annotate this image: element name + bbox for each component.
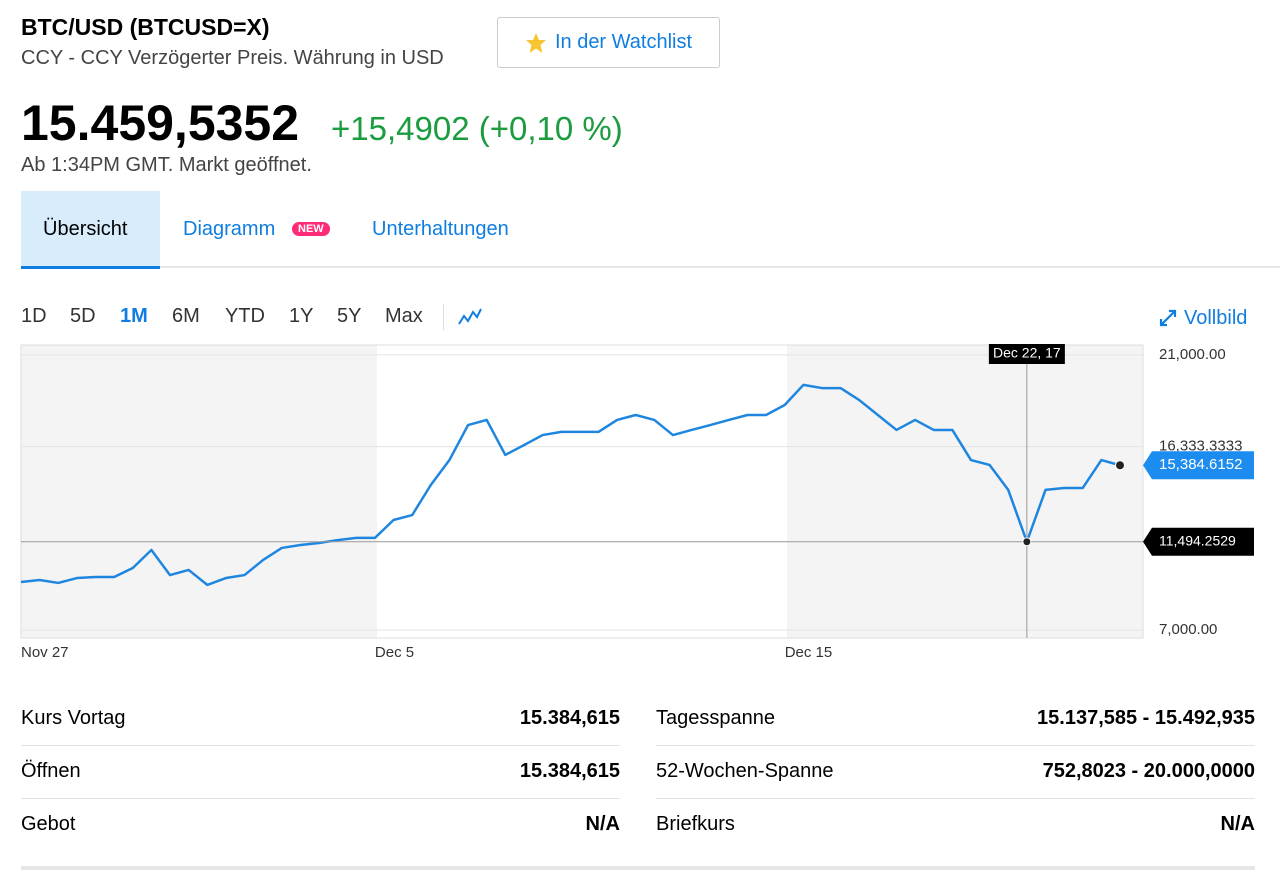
range-button[interactable]: 1D — [21, 305, 47, 327]
chart: 7,000.00 16,333.3333 21,000.00 Nov 27 Dec 5 D… — [20, 344, 1254, 661]
range-button[interactable]: 6M — [172, 305, 200, 327]
stat-label: 52-Wochen-Spanne — [656, 760, 834, 782]
stat-value: 752,8023 - 20.000,0000 — [1042, 760, 1255, 782]
stat-row: Tagesspanne 15.137,585 - 15.492,935 — [656, 692, 1255, 746]
market-status: Ab 1:34PM GMT. Markt geöffnet. — [21, 154, 312, 176]
chart-type-icon[interactable] — [457, 306, 483, 328]
y-tick-label: 16,333.3333 — [1159, 438, 1242, 455]
watchlist-button[interactable]: In der Watchlist — [497, 17, 720, 68]
stat-label: Briefkurs — [656, 813, 735, 835]
range-button[interactable]: 5D — [70, 305, 96, 327]
stat-value: 15.384,615 — [519, 760, 620, 782]
watchlist-label: In der Watchlist — [554, 31, 693, 53]
tab[interactable]: Diagramm — [183, 218, 276, 240]
fullscreen-icon — [1159, 309, 1177, 327]
crosshair-label: Dec 22, 17 — [993, 345, 1061, 361]
stat-label: Kurs Vortag — [21, 707, 126, 729]
tab[interactable]: Unterhaltungen — [372, 218, 509, 240]
bottom-rule — [21, 866, 1255, 870]
last-dot — [1115, 460, 1125, 471]
stat-row: Öffnen 15.384,615 — [21, 745, 620, 799]
x-tick-label: Nov 27 — [21, 644, 69, 661]
divider — [443, 304, 444, 330]
stat-value: N/A — [1220, 813, 1255, 835]
price-change: +15,4902 (+0,10 %) — [331, 110, 623, 147]
stat-value: 15.384,615 — [519, 707, 620, 729]
new-badge: NEW — [292, 222, 330, 236]
stat-value: 15.137,585 - 15.492,935 — [1037, 707, 1255, 729]
range-button[interactable]: 5Y — [337, 305, 362, 327]
range-button[interactable]: Max — [385, 305, 423, 327]
tab-rule — [21, 266, 1280, 268]
plot-frame — [20, 344, 1144, 639]
stat-row: Kurs Vortag 15.384,615 — [21, 692, 620, 746]
stat-label: Öffnen — [21, 760, 81, 782]
crosshair-dot — [1022, 537, 1032, 547]
range-button[interactable]: 1Y — [289, 305, 314, 327]
stat-label: Tagesspanne — [656, 707, 775, 729]
price: 15.459,5352 — [21, 95, 300, 151]
tab-active[interactable] — [21, 191, 160, 269]
subtitle: CCY - CCY Verzögerter Preis. Währung in … — [21, 47, 444, 69]
stat-label: Gebot — [21, 813, 76, 835]
stat-row: 52-Wochen-Spanne 752,8023 - 20.000,0000 — [656, 745, 1255, 799]
tab[interactable]: Übersicht — [43, 218, 128, 240]
stat-value: N/A — [585, 813, 620, 835]
last-value: 15,384.6152 — [1159, 456, 1242, 473]
range-button[interactable]: 1M — [120, 305, 148, 327]
stat-row: Gebot N/A — [21, 798, 620, 851]
x-tick-label: Dec 5 — [375, 644, 414, 661]
y-tick-label: 7,000.00 — [1159, 621, 1217, 638]
shade — [21, 345, 377, 638]
stat-row: Briefkurs N/A — [656, 798, 1255, 851]
fullscreen[interactable]: Vollbild — [1184, 307, 1248, 329]
shade — [787, 345, 1143, 638]
y-tick-label: 21,000.00 — [1159, 346, 1226, 363]
star-icon — [525, 32, 546, 53]
range-button[interactable]: YTD — [225, 305, 265, 327]
crosshair-value: 11,494.2529 — [1159, 532, 1236, 548]
crosshair-badge — [1143, 527, 1254, 556]
last-badge — [1143, 451, 1254, 480]
x-tick-label: Dec 15 — [785, 644, 833, 661]
title: BTC/USD (BTCUSD=X) — [21, 14, 270, 40]
price-line — [20, 383, 1121, 587]
crosshair-label-bg — [988, 344, 1065, 364]
